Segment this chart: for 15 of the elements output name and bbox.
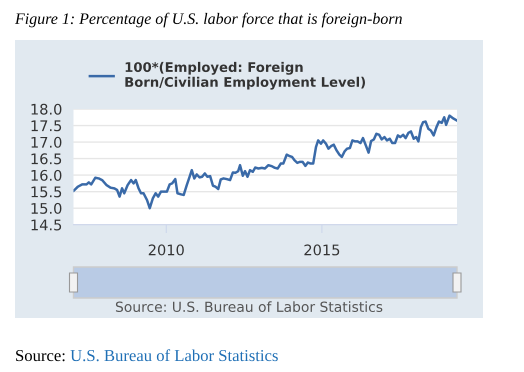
y-tick-label: 15.0: [32, 202, 62, 214]
y-tick-label: 15.5: [32, 186, 62, 198]
y-tick-label: 17.5: [32, 120, 62, 132]
chart-title: Figure 1: Percentage of U.S. labor force that is foreign-born: [14, 12, 402, 28]
y-tick-label: 16.5: [32, 153, 62, 164]
y-tick-label: 18.0: [32, 104, 62, 115]
legend-label: 100*(Employed: Foreign Born/Civilian Employment Level): [125, 62, 365, 90]
x-tick-label: 2015: [304, 244, 340, 256]
line-series: [74, 114, 457, 210]
y-tick-label: 14.5: [32, 220, 62, 230]
source-note: Source: U.S. Bureau of Labor Statistics: [116, 301, 382, 312]
y-tick-label: 17.0: [32, 136, 62, 148]
x-tick-label: 2010: [148, 244, 184, 256]
source-note: Source: U.S. Bureau of Labor Statistics: [16, 349, 278, 362]
y-tick-label: 16.0: [32, 170, 62, 181]
